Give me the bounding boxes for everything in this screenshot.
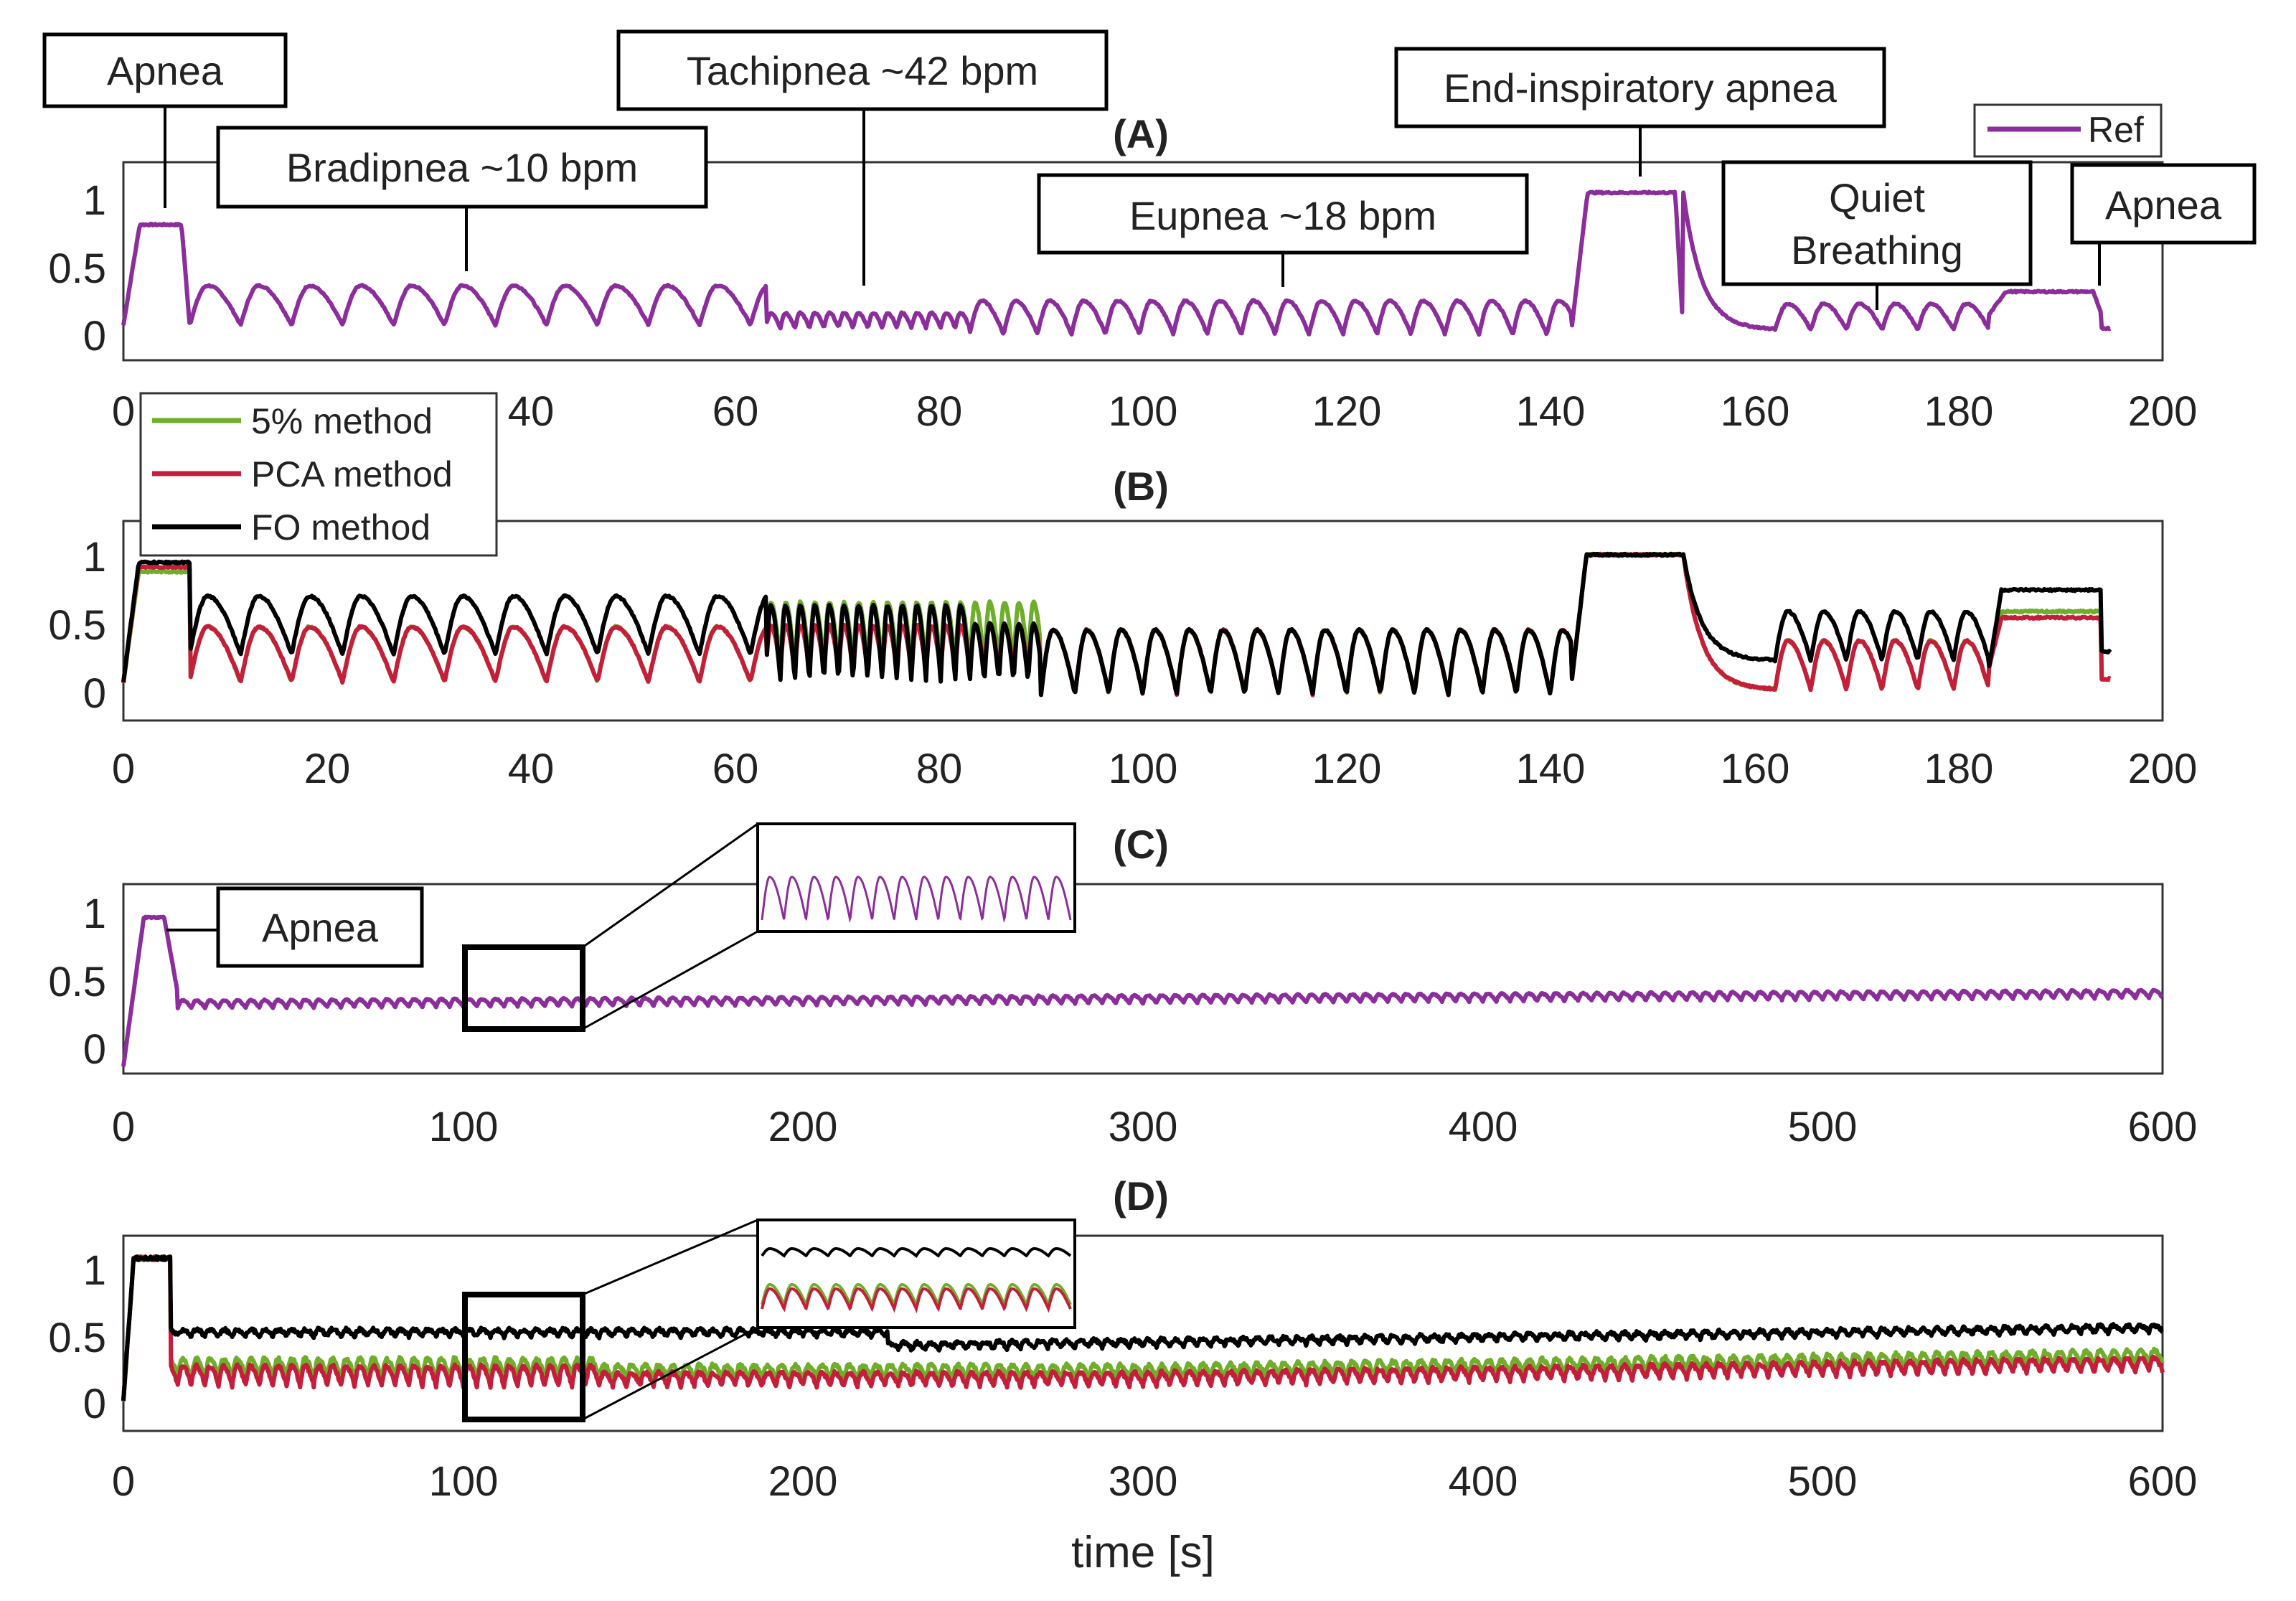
panel-c: (C) Apnea 0 100 200 300 400 500 600 0 0.… <box>48 822 2197 1150</box>
panel-d-x-tick-2: 200 <box>768 1458 838 1505</box>
panel-d-y-tick-0: 0 <box>83 1381 106 1427</box>
panel-d-y-ticks: 0 0.5 1 <box>48 1247 106 1427</box>
panel-c-x-tick-5: 500 <box>1788 1104 1858 1150</box>
panel-a-y-tick-1: 0.5 <box>48 245 106 292</box>
panel-c-y-ticks: 0 0.5 1 <box>48 891 106 1073</box>
panel-c-x-tick-6: 600 <box>2128 1104 2198 1150</box>
panel-b-x-tick-8: 160 <box>1721 746 1790 792</box>
panel-b-x-tick-5: 100 <box>1109 746 1178 792</box>
panel-b-y-ticks: 0 0.5 1 <box>48 534 106 717</box>
x-axis-title: time [s] <box>1071 1528 1215 1577</box>
panel-a-x-tick-6: 120 <box>1312 388 1382 435</box>
annotation-bradipnea: Bradipnea ~10 bpm <box>216 126 708 271</box>
panel-b-x-tick-2: 40 <box>508 746 555 792</box>
panel-b-x-ticks: 0 20 40 60 80 100 120 140 160 180 200 <box>112 746 2198 792</box>
svg-text:Apnea: Apnea <box>107 48 224 93</box>
legend-fo-label: FO method <box>251 507 430 548</box>
panel-a-x-tick-0: 0 <box>112 388 135 435</box>
panel-b-x-tick-1: 20 <box>304 746 351 792</box>
panel-c-x-tick-3: 300 <box>1109 1104 1178 1150</box>
panel-a-y-tick-0: 0 <box>83 313 106 360</box>
panel-a-tag: (A) <box>1113 111 1169 156</box>
panel-a-ref-line <box>121 189 2112 337</box>
panel-a-x-tick-9: 180 <box>1924 388 1994 435</box>
legend-5pct-label: 5% method <box>251 401 433 441</box>
panel-c-zoom-box <box>462 944 585 1032</box>
annotation-apnea-c: Apnea <box>166 886 424 968</box>
panel-b-y-tick-1: 0.5 <box>48 602 106 649</box>
svg-text:Apnea: Apnea <box>262 905 379 950</box>
svg-text:Breathing: Breathing <box>1791 227 1963 273</box>
panel-b-x-tick-10: 200 <box>2128 746 2198 792</box>
panel-c-x-tick-0: 0 <box>112 1104 135 1150</box>
panel-d-zoom-connector-bottom <box>582 1326 758 1421</box>
panel-c-zoom-connector-top <box>582 822 758 949</box>
panel-c-zoom-inset-line <box>761 875 1072 924</box>
panel-d-x-tick-1: 100 <box>429 1458 499 1505</box>
panel-d-x-tick-3: 300 <box>1109 1458 1178 1505</box>
panel-a-x-tick-4: 80 <box>916 388 963 435</box>
svg-text:Bradipnea ~10 bpm: Bradipnea ~10 bpm <box>286 145 638 190</box>
legend-ref-label: Ref <box>2088 110 2144 150</box>
panel-b-x-tick-4: 80 <box>916 746 963 792</box>
panel-d-y-tick-2: 1 <box>83 1247 106 1294</box>
panel-c-x-ticks: 0 100 200 300 400 500 600 <box>112 1104 2198 1150</box>
annotation-quiet-breathing: Quiet Breathing <box>1721 160 2033 310</box>
panel-b-fo-line <box>121 551 2112 698</box>
panel-d: (D) 0 100 200 300 400 500 600 0 0.5 1 ti… <box>48 1173 2197 1577</box>
panel-c-x-tick-2: 200 <box>768 1104 838 1150</box>
panel-d-zoom-box <box>462 1292 585 1422</box>
legend-pca-label: PCA method <box>251 454 453 494</box>
panel-c-zoom-connector-bottom <box>582 930 758 1030</box>
panel-a-x-tick-3: 60 <box>712 388 759 435</box>
panel-b-x-tick-9: 180 <box>1924 746 1994 792</box>
svg-text:Eupnea ~18 bpm: Eupnea ~18 bpm <box>1129 193 1436 238</box>
panel-c-tag: (C) <box>1113 822 1169 867</box>
panel-c-y-tick-1: 0.5 <box>48 959 106 1005</box>
panel-d-x-tick-4: 400 <box>1449 1458 1518 1505</box>
panel-a: (A) 0 20 40 60 80 100 120 140 160 180 20… <box>42 29 2257 435</box>
svg-text:Quiet: Quiet <box>1829 175 1925 220</box>
panel-d-x-tick-0: 0 <box>112 1458 135 1505</box>
panel-a-x-tick-2: 40 <box>508 388 555 435</box>
panel-a-x-tick-10: 200 <box>2128 388 2198 435</box>
svg-text:Tachipnea ~42 bpm: Tachipnea ~42 bpm <box>687 48 1038 93</box>
panel-c-y-tick-0: 0 <box>83 1026 106 1073</box>
panel-d-zoom-connector-top <box>582 1219 758 1296</box>
panel-c-x-tick-1: 100 <box>429 1104 499 1150</box>
panel-a-x-tick-5: 100 <box>1109 388 1178 435</box>
annotation-end-inspiratory-apnea: End-inspiratory apnea <box>1394 47 1886 177</box>
legend-methods: 5% method PCA method FO method <box>139 392 498 557</box>
panel-b-y-tick-2: 1 <box>83 534 106 581</box>
panel-b-y-tick-0: 0 <box>83 670 106 717</box>
panel-d-zoom-inset-fo <box>761 1247 1072 1258</box>
panel-a-y-ticks: 0 0.5 1 <box>48 177 106 360</box>
panel-b: (B) 0 20 40 60 80 100 120 140 160 180 20… <box>48 392 2198 792</box>
svg-text:Apnea: Apnea <box>2105 182 2222 227</box>
annotation-tachipnea: Tachipnea ~42 bpm <box>616 29 1109 286</box>
panel-d-x-ticks: 0 100 200 300 400 500 600 <box>112 1458 2198 1505</box>
panel-c-axes <box>122 883 2164 1075</box>
panel-b-x-tick-0: 0 <box>112 746 135 792</box>
panel-a-x-tick-7: 140 <box>1516 388 1586 435</box>
panel-b-tag: (B) <box>1113 464 1169 509</box>
annotation-apnea-start: Apnea <box>42 32 288 208</box>
svg-text:End-inspiratory apnea: End-inspiratory apnea <box>1444 65 1838 111</box>
panel-b-x-tick-3: 60 <box>712 746 759 792</box>
annotation-apnea-end: Apnea <box>2070 163 2257 286</box>
legend-top: Ref <box>1973 103 2163 158</box>
panel-a-x-tick-8: 160 <box>1721 388 1790 435</box>
panel-d-tag: (D) <box>1113 1173 1169 1219</box>
panel-b-x-tick-6: 120 <box>1312 746 1382 792</box>
annotation-eupnea: Eupnea ~18 bpm <box>1037 173 1529 287</box>
panel-c-x-tick-4: 400 <box>1449 1104 1518 1150</box>
panel-d-y-tick-1: 0.5 <box>48 1315 106 1361</box>
panel-a-y-tick-2: 1 <box>83 177 106 224</box>
panel-d-x-tick-5: 500 <box>1788 1458 1858 1505</box>
panel-b-x-tick-7: 140 <box>1516 746 1586 792</box>
panel-c-y-tick-2: 1 <box>83 891 106 937</box>
panel-d-zoom-inset-pca <box>761 1287 1072 1314</box>
panel-d-x-tick-6: 600 <box>2128 1458 2198 1505</box>
